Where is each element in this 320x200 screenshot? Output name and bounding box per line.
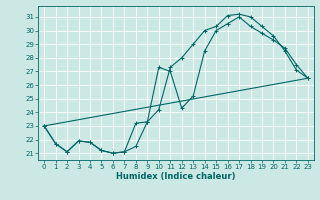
X-axis label: Humidex (Indice chaleur): Humidex (Indice chaleur) — [116, 172, 236, 181]
